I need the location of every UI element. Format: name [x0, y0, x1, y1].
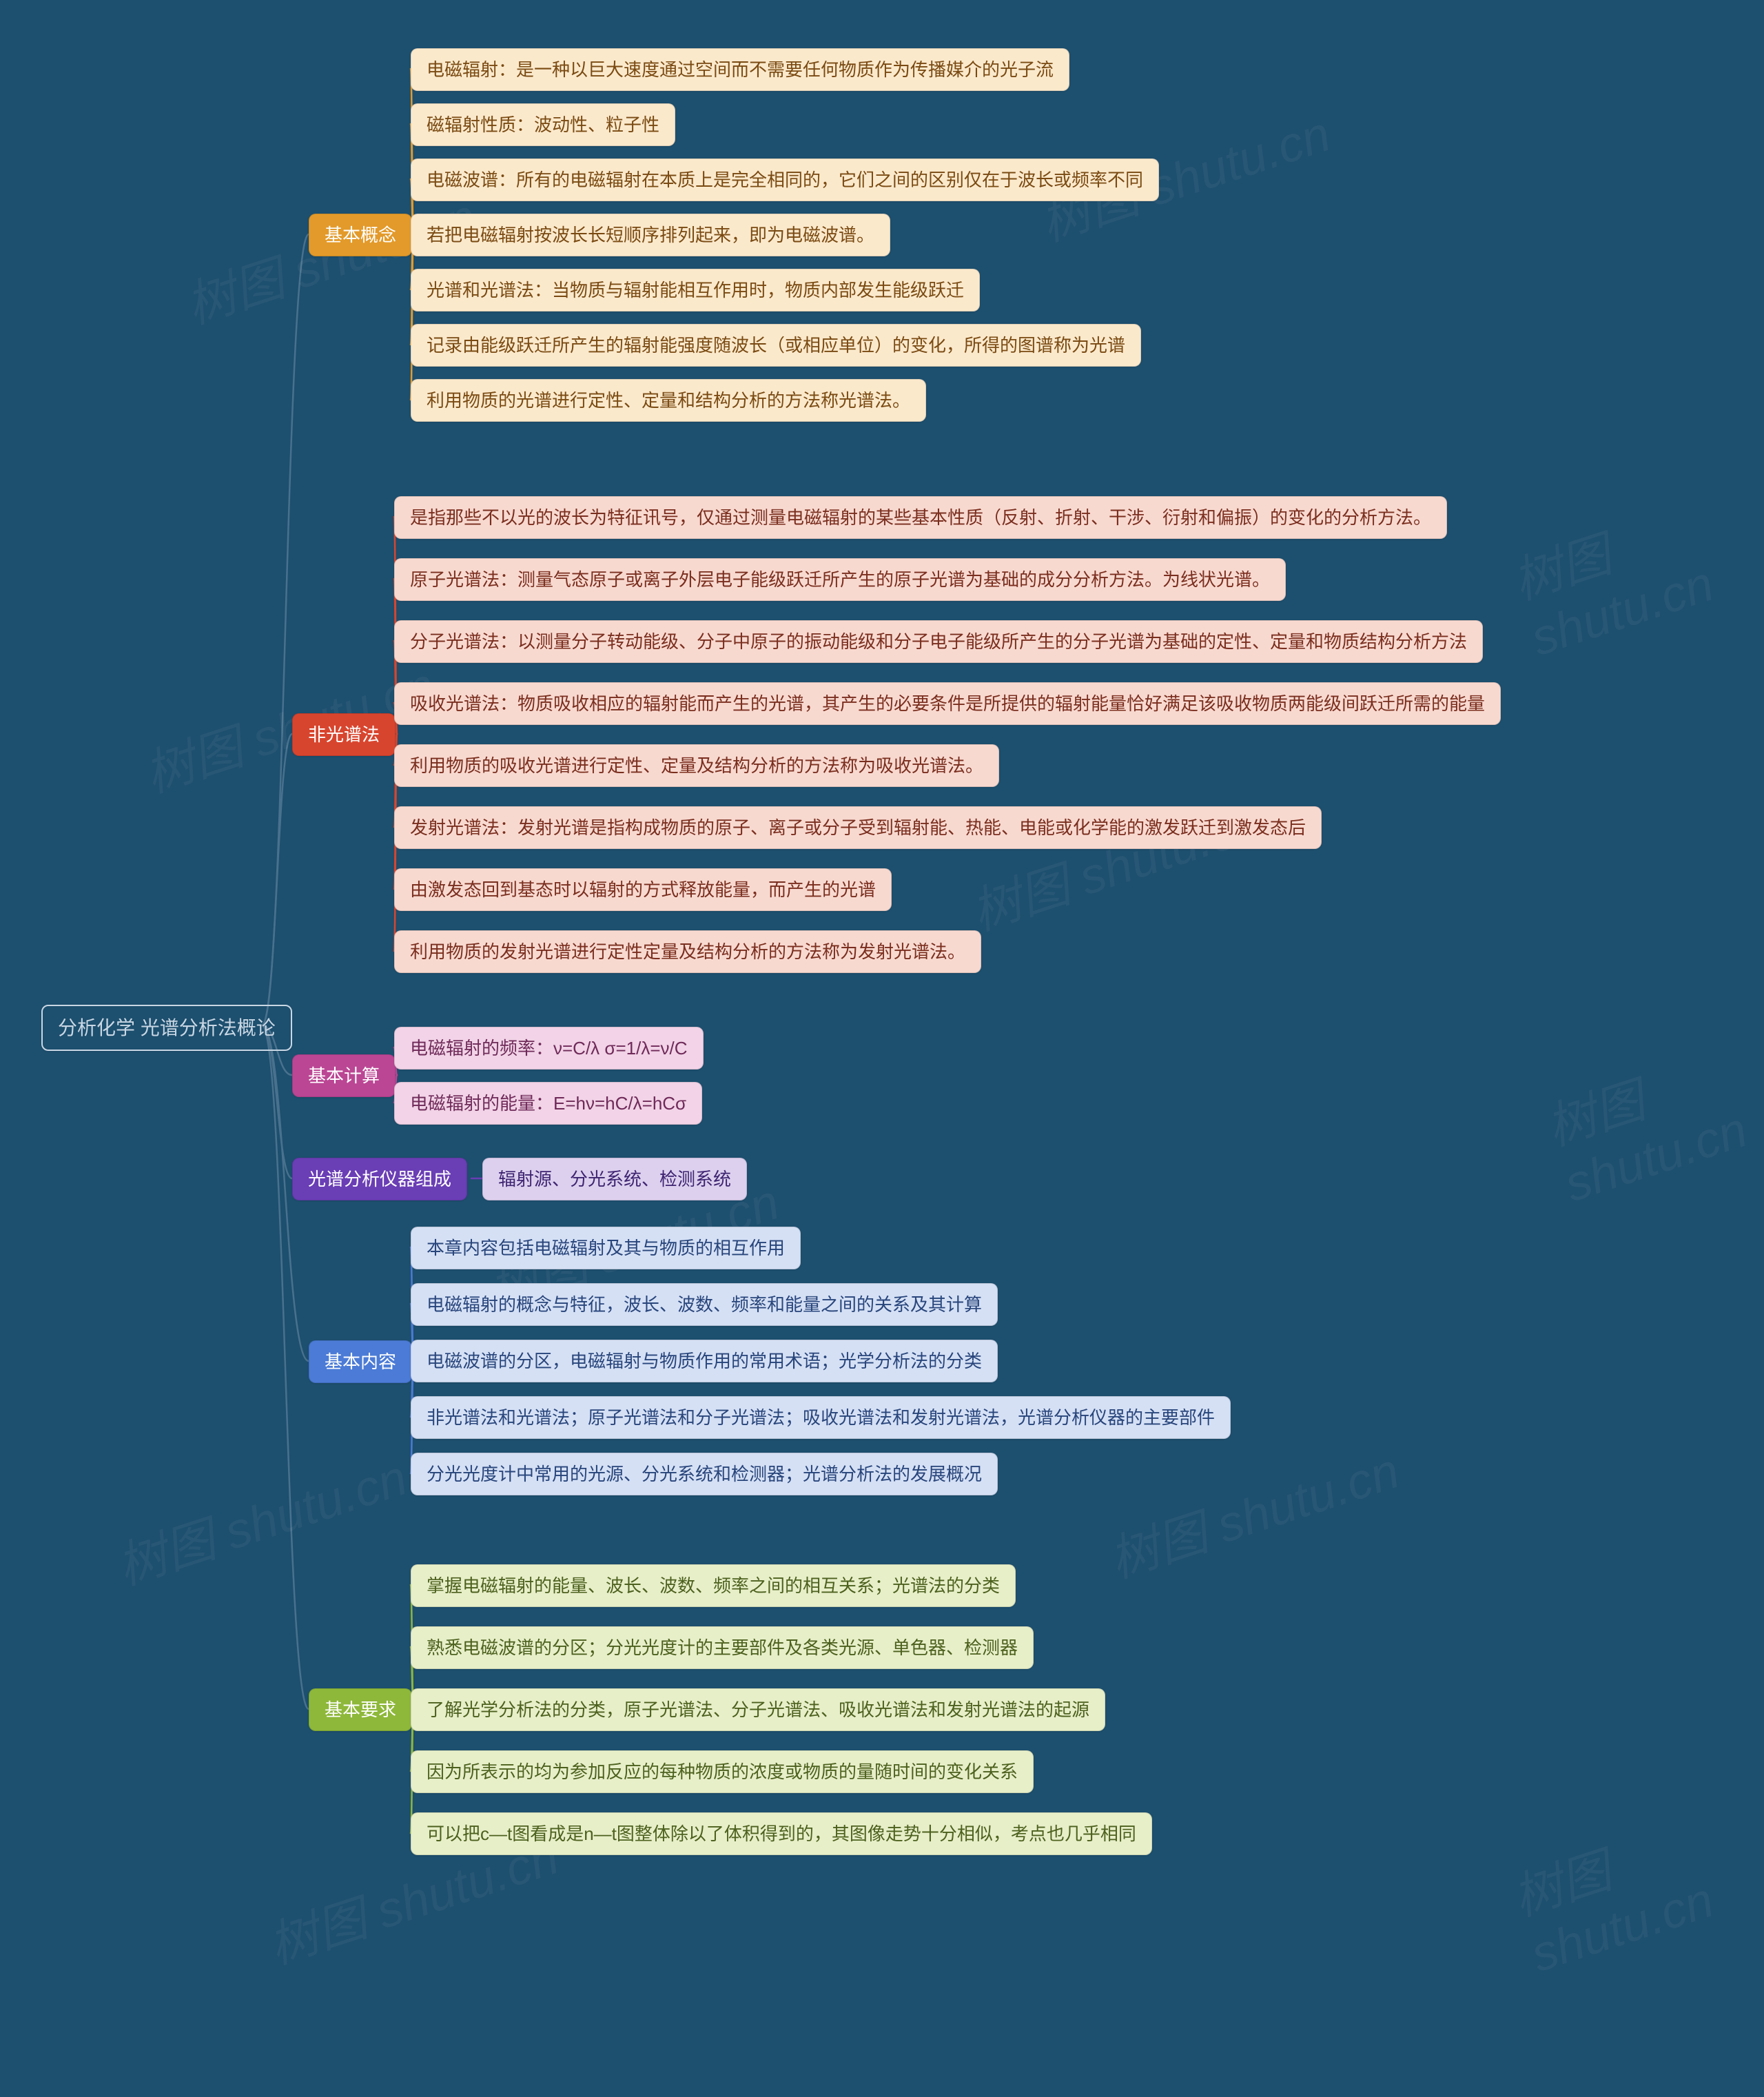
leaf-node: 若把电磁辐射按波长长短顺序排列起来，即为电磁波谱。 — [411, 214, 890, 256]
leaf-node: 可以把c—t图看成是n—t图整体除以了体积得到的，其图像走势十分相似，考点也几乎… — [411, 1812, 1152, 1855]
leaf-node: 因为所表示的均为参加反应的每种物质的浓度或物质的量随时间的变化关系 — [411, 1750, 1034, 1793]
branch-node-g2: 非光谱法 — [292, 713, 396, 756]
leaf-node: 光谱和光谱法：当物质与辐射能相互作用时，物质内部发生能级跃迁 — [411, 269, 980, 311]
leaf-node: 电磁辐射：是一种以巨大速度通过空间而不需要任何物质作为传播媒介的光子流 — [411, 48, 1069, 91]
leaf-node: 掌握电磁辐射的能量、波长、波数、频率之间的相互关系；光谱法的分类 — [411, 1564, 1016, 1607]
leaf-node: 磁辐射性质：波动性、粒子性 — [411, 103, 675, 146]
branch-node-g3: 基本计算 — [292, 1054, 396, 1097]
leaf-node: 电磁波谱的分区，电磁辐射与物质作用的常用术语；光学分析法的分类 — [411, 1340, 998, 1382]
leaf-node: 电磁辐射的频率：ν=C/λ σ=1/λ=ν/C — [394, 1027, 704, 1070]
branch-node-g5: 基本内容 — [309, 1340, 412, 1383]
leaf-node: 电磁波谱：所有的电磁辐射在本质上是完全相同的，它们之间的区别仅在于波长或频率不同 — [411, 158, 1159, 201]
branch-node-g1: 基本概念 — [309, 214, 412, 256]
leaf-node: 是指那些不以光的波长为特征讯号，仅通过测量电磁辐射的某些基本性质（反射、折射、干… — [394, 496, 1447, 539]
leaf-node: 电磁辐射的能量：E=hν=hC/λ=hCσ — [394, 1082, 702, 1125]
branch-node-g4: 光谱分析仪器组成 — [292, 1158, 467, 1200]
root-node: 分析化学 光谱分析法概论 — [41, 1005, 292, 1051]
leaf-node: 电磁辐射的概念与特征，波长、波数、频率和能量之间的关系及其计算 — [411, 1283, 998, 1326]
leaf-node: 吸收光谱法：物质吸收相应的辐射能而产生的光谱，其产生的必要条件是所提供的辐射能量… — [394, 682, 1501, 725]
leaf-node: 辐射源、分光系统、检测系统 — [482, 1158, 747, 1200]
leaf-node: 利用物质的吸收光谱进行定性、定量及结构分析的方法称为吸收光谱法。 — [394, 744, 999, 787]
leaf-node: 由激发态回到基态时以辐射的方式释放能量，而产生的光谱 — [394, 868, 892, 911]
leaf-node: 发射光谱法：发射光谱是指构成物质的原子、离子或分子受到辐射能、热能、电能或化学能… — [394, 806, 1322, 849]
leaf-node: 熟悉电磁波谱的分区；分光光度计的主要部件及各类光源、单色器、检测器 — [411, 1626, 1034, 1669]
leaf-node: 利用物质的光谱进行定性、定量和结构分析的方法称光谱法。 — [411, 379, 926, 422]
leaf-node: 分光光度计中常用的光源、分光系统和检测器；光谱分析法的发展概况 — [411, 1453, 998, 1495]
leaf-node: 本章内容包括电磁辐射及其与物质的相互作用 — [411, 1227, 801, 1269]
leaf-node: 非光谱法和光谱法；原子光谱法和分子光谱法；吸收光谱法和发射光谱法，光谱分析仪器的… — [411, 1396, 1231, 1439]
branch-node-g6: 基本要求 — [309, 1688, 412, 1731]
leaf-node: 利用物质的发射光谱进行定性定量及结构分析的方法称为发射光谱法。 — [394, 930, 981, 973]
leaf-node: 记录由能级跃迁所产生的辐射能强度随波长（或相应单位）的变化，所得的图谱称为光谱 — [411, 324, 1141, 367]
leaf-node: 原子光谱法：测量气态原子或离子外层电子能级跃迁所产生的原子光谱为基础的成分分析方… — [394, 558, 1286, 601]
leaf-node: 了解光学分析法的分类，原子光谱法、分子光谱法、吸收光谱法和发射光谱法的起源 — [411, 1688, 1105, 1731]
leaf-node: 分子光谱法：以测量分子转动能级、分子中原子的振动能级和分子电子能级所产生的分子光… — [394, 620, 1483, 663]
